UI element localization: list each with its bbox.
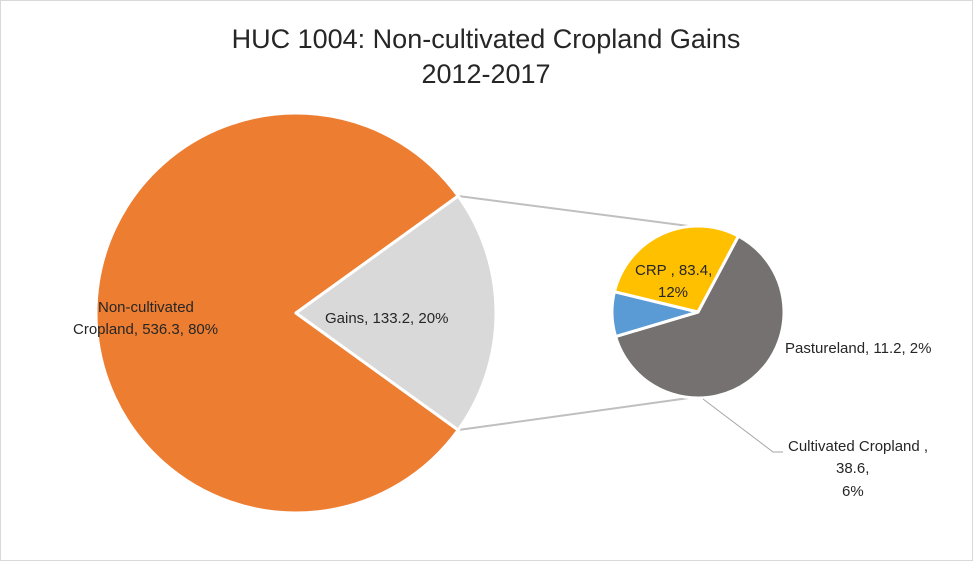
- connector-line-bottom: [458, 396, 697, 432]
- label-pastureland: Pastureland, 11.2, 2%: [785, 340, 931, 357]
- label-crp-line2: 12%: [658, 284, 688, 301]
- main-pie: [94, 111, 498, 515]
- cultivated-leader-line: [702, 398, 783, 453]
- label-gains: Gains, 133.2, 20%: [325, 310, 448, 327]
- connector-line-top: [458, 194, 697, 228]
- secondary-pie: [610, 224, 786, 400]
- slice-cultivated-cropland: [612, 224, 740, 314]
- slice-crp: [614, 234, 786, 400]
- label-cultivated-line1: Cultivated Cropland ,: [788, 438, 928, 455]
- label-cultivated-line3: 6%: [842, 483, 864, 500]
- connector-lines: [458, 194, 697, 432]
- label-noncultivated-line2: Cropland, 536.3, 80%: [73, 321, 218, 338]
- slice-gains: [294, 194, 498, 432]
- label-noncultivated-line1: Non-cultivated: [98, 299, 194, 316]
- label-crp-line1: CRP , 83.4,: [635, 262, 712, 279]
- chart-title: HUC 1004: Non-cultivated Cropland Gains: [232, 24, 741, 54]
- chart-subtitle: 2012-2017: [421, 59, 550, 89]
- slice-non-cultivated-cropland: [94, 111, 460, 515]
- label-cultivated-line2: 38.6,: [836, 460, 869, 477]
